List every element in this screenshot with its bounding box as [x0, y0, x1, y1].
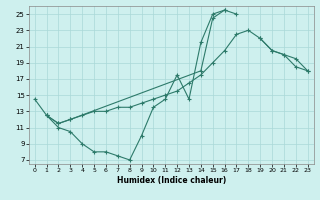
X-axis label: Humidex (Indice chaleur): Humidex (Indice chaleur) [116, 176, 226, 185]
